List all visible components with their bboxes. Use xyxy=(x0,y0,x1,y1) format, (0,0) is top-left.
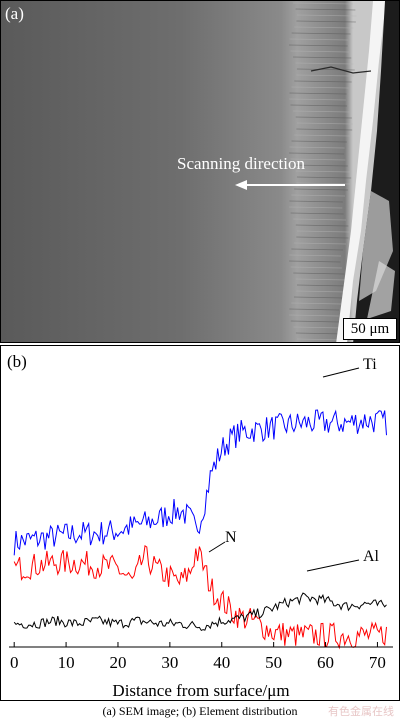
coating-texture-line xyxy=(296,182,351,185)
coating-texture-line xyxy=(290,158,346,161)
series-line-al xyxy=(13,592,387,632)
coating-texture-line xyxy=(289,98,346,101)
coating-texture-line xyxy=(289,314,339,317)
series-line-n xyxy=(13,544,387,650)
coating-texture-line xyxy=(290,266,342,269)
coating-texture-line xyxy=(295,62,354,65)
coating-texture-line xyxy=(296,236,349,239)
coating-texture-line xyxy=(295,116,352,119)
coating-texture-line xyxy=(291,86,349,89)
series-line-ti xyxy=(13,409,387,556)
x-tick-label: 50 xyxy=(265,653,282,672)
element-distribution-panel: 0 10 20 30 40 50 60 70 Distance from surface/μm… xyxy=(0,345,400,701)
coating-texture-line xyxy=(290,50,349,53)
coating-texture-line xyxy=(291,302,342,305)
coating-texture-line xyxy=(294,188,348,191)
watermark: 有色金属在线 xyxy=(328,706,394,718)
coating-texture-line xyxy=(289,260,341,263)
coating-texture-line xyxy=(296,176,352,179)
x-tick-label: 20 xyxy=(109,653,126,672)
panel-a-label: (a) xyxy=(5,4,24,23)
series-label-n: N xyxy=(225,529,237,546)
coating-texture-line xyxy=(289,200,343,203)
x-tick-label: 40 xyxy=(213,653,230,672)
coating-texture-line xyxy=(292,2,354,5)
coating-texture-line xyxy=(291,140,347,143)
coating-texture-line xyxy=(289,92,347,95)
coating-texture-line xyxy=(289,44,348,47)
sem-image-panel: (a) Scanning direction 50 μm xyxy=(0,0,400,343)
coating-texture-line xyxy=(293,272,345,275)
coating-texture-line xyxy=(294,80,352,83)
coating-texture-line xyxy=(296,14,357,17)
x-tick-label: 30 xyxy=(161,653,178,672)
coating-texture-line xyxy=(293,110,350,113)
coating-texture-line xyxy=(294,134,350,137)
coating-texture-line xyxy=(293,56,352,59)
scanning-direction-label: Scanning direction xyxy=(177,154,305,173)
x-tick-label: 0 xyxy=(10,653,19,672)
coating-texture-line xyxy=(294,242,347,245)
coating-texture-line xyxy=(296,74,355,77)
coating-texture-line xyxy=(293,218,347,221)
coating-texture-line xyxy=(296,128,353,131)
coating-texture-line xyxy=(295,278,347,281)
coating-texture-line xyxy=(294,26,354,29)
coating-texture-line xyxy=(295,170,351,173)
coating-texture-line xyxy=(291,248,344,251)
coating-texture-line xyxy=(290,320,341,323)
panel-b-label: (b) xyxy=(7,352,27,371)
coating-texture-line xyxy=(296,290,347,293)
label-leader-ti xyxy=(322,367,360,378)
coating-texture-line xyxy=(289,152,345,155)
coating-texture-line xyxy=(296,230,350,233)
x-tick-label: 10 xyxy=(58,653,75,672)
coating-texture-line xyxy=(289,146,345,149)
coating-texture-line xyxy=(294,296,345,299)
scale-bar: 50 μm xyxy=(343,318,397,340)
x-tick-label: 60 xyxy=(317,653,334,672)
coating-texture-line xyxy=(296,68,355,71)
coating-texture-line xyxy=(293,326,343,329)
coating-texture-line xyxy=(296,284,348,287)
x-tick-label: 70 xyxy=(369,653,386,672)
coating-texture-line xyxy=(291,32,351,35)
coating-texture-line xyxy=(295,224,349,227)
coating-texture-line xyxy=(289,206,343,209)
series-label-al: Al xyxy=(363,548,379,565)
x-axis-label: Distance from surface/μm xyxy=(112,681,289,700)
coating-texture-line xyxy=(290,104,348,107)
figure-caption: (a) SEM image; (b) Element distribution xyxy=(102,704,298,718)
coating-texture-line xyxy=(295,8,356,11)
coating-texture-line xyxy=(289,308,340,311)
coating-texture-line xyxy=(296,20,356,23)
line-chart: 0 10 20 30 40 50 60 70 Distance from surface/μm xyxy=(9,367,393,700)
coating-texture-line xyxy=(295,332,345,335)
series-label-ti: Ti xyxy=(363,356,377,373)
scan-arrow-head xyxy=(235,180,247,190)
coating-texture-line xyxy=(291,194,346,197)
label-leader-n xyxy=(208,541,226,553)
coating-texture-line xyxy=(289,254,341,257)
coating-texture-line xyxy=(293,164,348,167)
label-leader-al xyxy=(306,559,360,572)
coating-texture-line xyxy=(289,38,349,41)
coating-texture-line xyxy=(296,122,353,125)
sem-micrograph xyxy=(1,1,399,342)
coating-texture-line xyxy=(290,212,344,215)
